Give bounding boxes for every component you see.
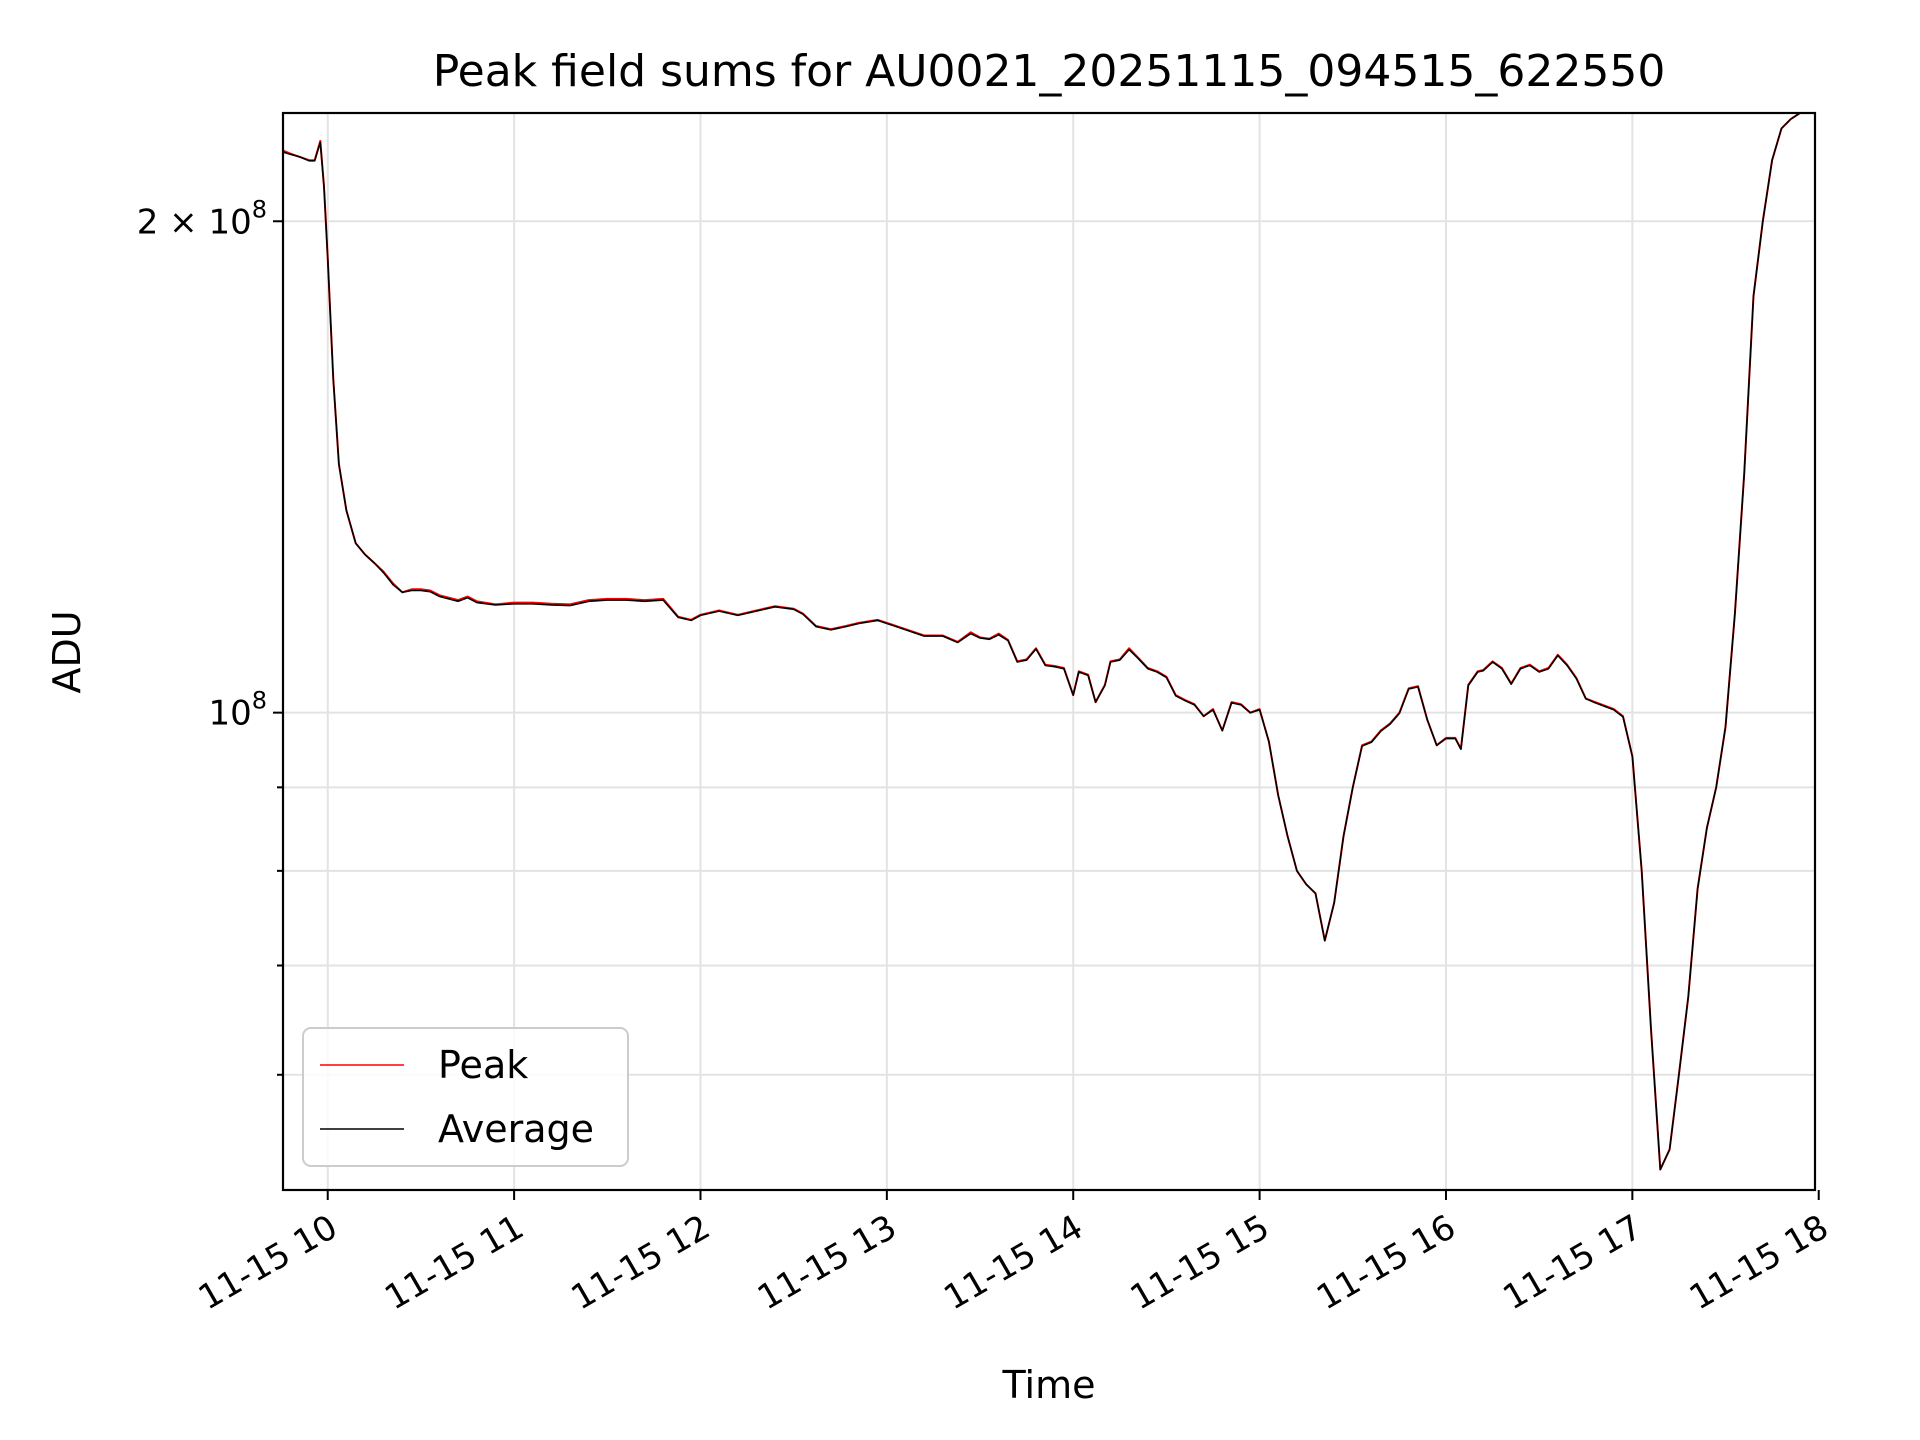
legend-label-peak: Peak bbox=[438, 1043, 528, 1087]
legend-label-average: Average bbox=[438, 1107, 594, 1151]
legend-box bbox=[302, 1027, 629, 1167]
legend: Peak Average bbox=[302, 1027, 629, 1167]
y-tick-label: 108 bbox=[208, 687, 267, 734]
chart-title: Peak field sums for AU0021_20251115_0945… bbox=[433, 46, 1666, 97]
x-axis-label: Time bbox=[1002, 1363, 1096, 1407]
y-axis-label: ADU bbox=[45, 610, 89, 693]
series-line-average bbox=[283, 113, 1810, 1171]
plot-frame bbox=[281, 111, 1817, 1192]
y-tick-label: 2 × 108 bbox=[137, 195, 267, 242]
y-axis-ticks: 108 2 × 108 bbox=[137, 195, 283, 1076]
series-layer bbox=[283, 113, 1810, 1171]
